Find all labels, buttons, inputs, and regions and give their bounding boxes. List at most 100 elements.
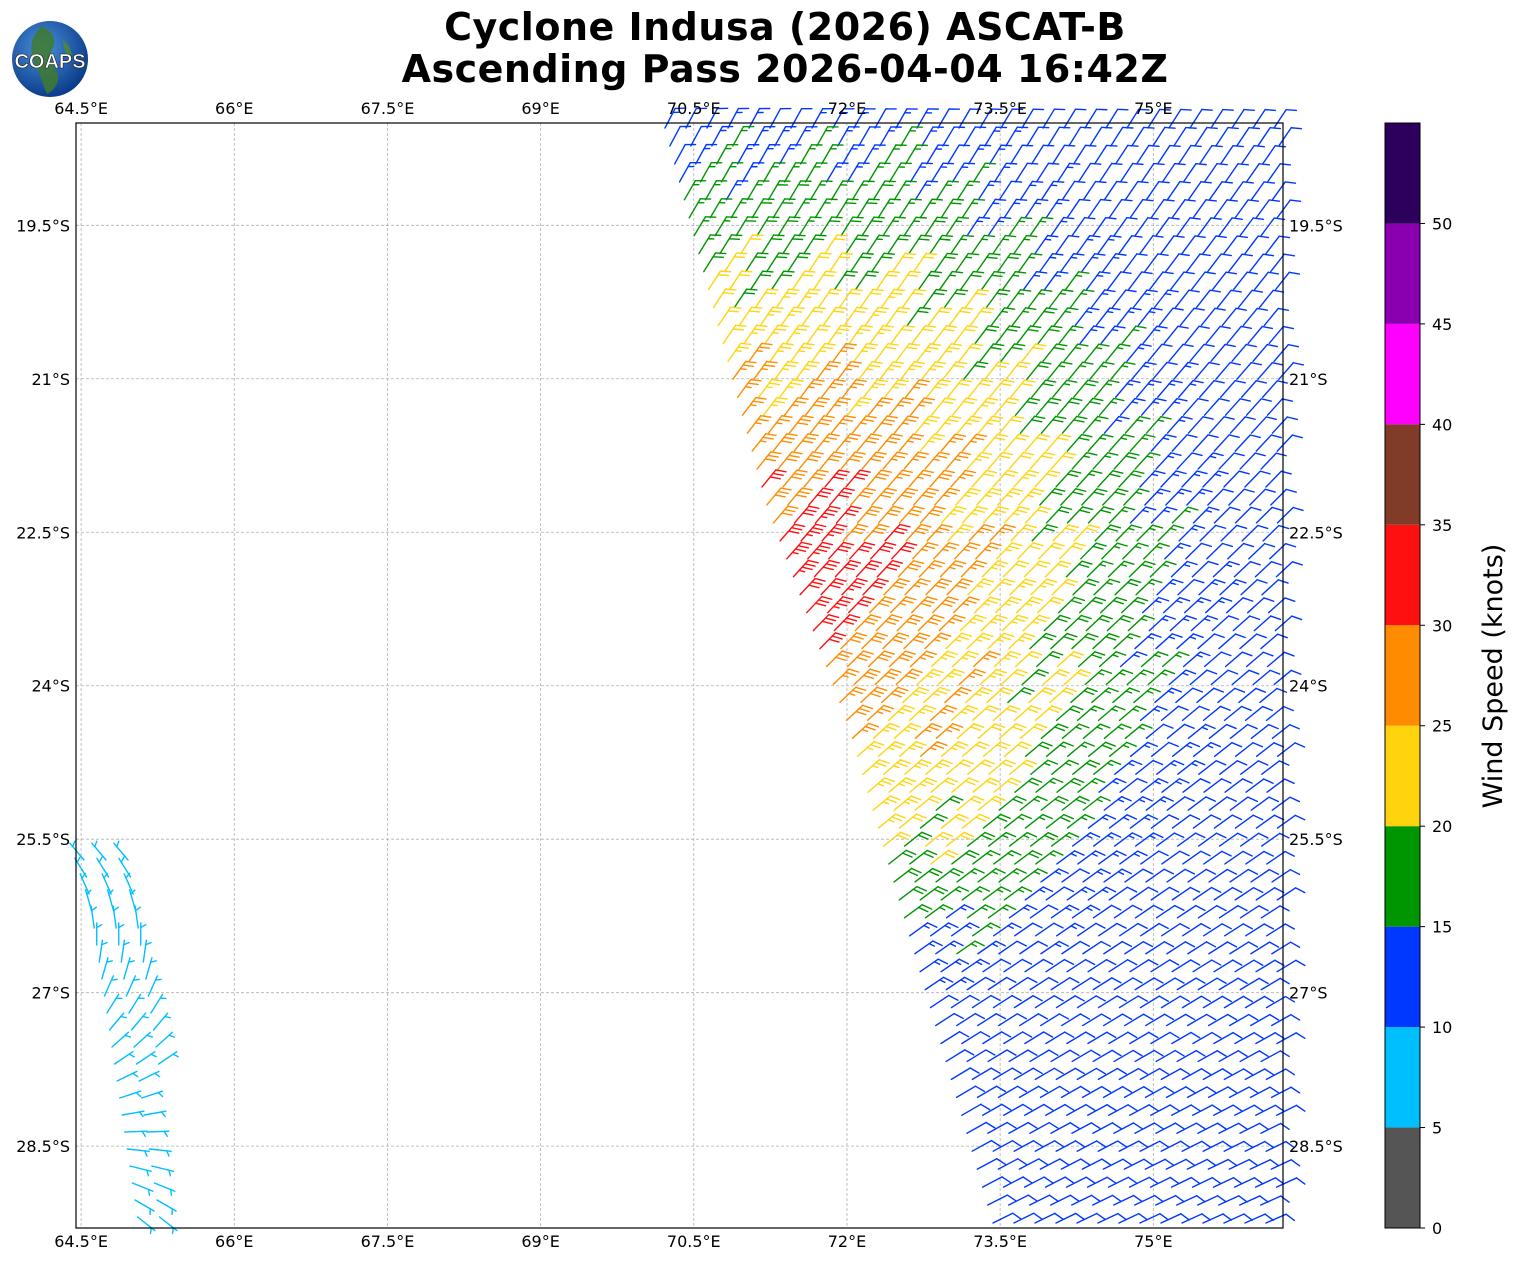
wind-barb	[958, 343, 984, 363]
wind-barb	[990, 307, 1016, 327]
wind-barb	[1139, 470, 1166, 488]
wind-barb	[1276, 506, 1304, 524]
wind-barb	[913, 252, 938, 273]
wind-barb	[1239, 633, 1267, 650]
wind-barb	[993, 162, 1018, 183]
wind-barb	[877, 740, 906, 757]
colorbar-tick: 30	[1432, 616, 1452, 635]
wind-barb	[1198, 578, 1226, 596]
wind-barb	[1003, 1103, 1033, 1116]
wind-barb	[1035, 162, 1060, 183]
wind-barb	[981, 560, 1009, 578]
wind-barb	[1271, 868, 1301, 883]
wind-barb	[887, 234, 912, 255]
wind-barb	[1008, 216, 1033, 237]
wind-barb	[1014, 162, 1039, 183]
wind-barb	[1063, 108, 1087, 129]
colorbar-tick: 35	[1432, 516, 1452, 535]
wind-barb	[989, 524, 1016, 542]
wind-barb	[1076, 1140, 1106, 1152]
wind-barb	[966, 976, 996, 991]
wind-barb	[1108, 959, 1138, 973]
wind-barb	[1024, 1031, 1054, 1045]
wind-barb	[1203, 398, 1230, 416]
wind-barb	[1019, 868, 1048, 883]
wind-barb	[992, 994, 1022, 1009]
wind-barb	[1260, 832, 1290, 847]
wind-barb	[113, 1050, 135, 1065]
wind-barb	[892, 252, 917, 273]
wind-barb	[1181, 705, 1210, 722]
wind-barb	[112, 905, 120, 929]
wind-barb	[1234, 506, 1262, 524]
wind-barb	[1044, 1176, 1075, 1188]
wind-barb	[967, 578, 995, 596]
wind-barb	[845, 469, 871, 488]
wind-barb	[800, 523, 827, 542]
wind-barb	[1050, 451, 1077, 470]
wind-barb	[986, 686, 1014, 704]
wind-barb	[1265, 995, 1296, 1009]
wind-barb	[898, 433, 925, 452]
wind-barb	[1166, 416, 1193, 434]
wind-barb	[1082, 1013, 1112, 1027]
wind-barb	[732, 125, 755, 147]
wind-barb	[956, 868, 985, 883]
wind-barb	[997, 1085, 1028, 1099]
wind-barb	[1203, 850, 1232, 865]
wind-barb	[1249, 1159, 1280, 1170]
wind-barb	[1050, 832, 1080, 847]
wind-barb	[1113, 633, 1141, 650]
wind-barb	[1065, 560, 1093, 578]
wind-barb	[1187, 1013, 1217, 1027]
wind-barb	[1247, 325, 1274, 345]
wind-barb	[930, 849, 959, 865]
wind-barb	[914, 940, 943, 955]
wind-barb	[919, 958, 949, 973]
map-frame	[75, 122, 1284, 1229]
wind-barb	[1255, 434, 1282, 452]
wind-barb	[1071, 904, 1101, 919]
wind-barb	[1082, 723, 1111, 740]
wind-barb	[1071, 1122, 1101, 1134]
wind-barb	[1124, 941, 1154, 955]
wind-barb	[1134, 1194, 1164, 1206]
wind-barb	[835, 198, 859, 219]
wind-barb	[1108, 741, 1137, 757]
wind-barb	[1245, 850, 1274, 865]
wind-barb	[757, 144, 781, 165]
wind-barb	[916, 108, 939, 129]
wind-barb	[1013, 1212, 1043, 1224]
wind-barb	[767, 415, 793, 434]
wind-barb	[1140, 651, 1169, 668]
wind-barb	[1047, 361, 1073, 381]
wind-barb	[1103, 415, 1130, 434]
wind-barb	[977, 723, 1006, 740]
wind-barb	[1229, 416, 1256, 434]
wind-barb	[971, 469, 998, 488]
wind-barb	[924, 632, 952, 650]
wind-barb	[856, 198, 880, 219]
wind-barb	[993, 850, 1022, 865]
wind-barb	[1051, 144, 1076, 165]
wind-barb	[1045, 958, 1075, 973]
wind-barb	[1013, 234, 1038, 255]
wind-barb	[1061, 415, 1088, 434]
wind-barb	[1225, 597, 1254, 614]
wind-barb	[1081, 1158, 1112, 1170]
wind-barb	[861, 632, 889, 650]
wind-barb	[1150, 1104, 1180, 1116]
wind-barb	[1252, 108, 1277, 129]
wind-barb	[1210, 343, 1236, 363]
wind-barb	[1063, 669, 1092, 686]
wind-barb	[918, 560, 946, 578]
wind-barb	[1244, 1068, 1275, 1081]
wind-barb	[1218, 977, 1248, 991]
wind-barb	[888, 162, 912, 183]
wind-barb	[1273, 108, 1298, 129]
wind-barb	[1197, 832, 1227, 847]
wind-barb	[1021, 343, 1047, 363]
wind-barb	[930, 777, 959, 793]
wind-barb	[782, 234, 806, 255]
wind-barb	[1092, 1049, 1122, 1063]
